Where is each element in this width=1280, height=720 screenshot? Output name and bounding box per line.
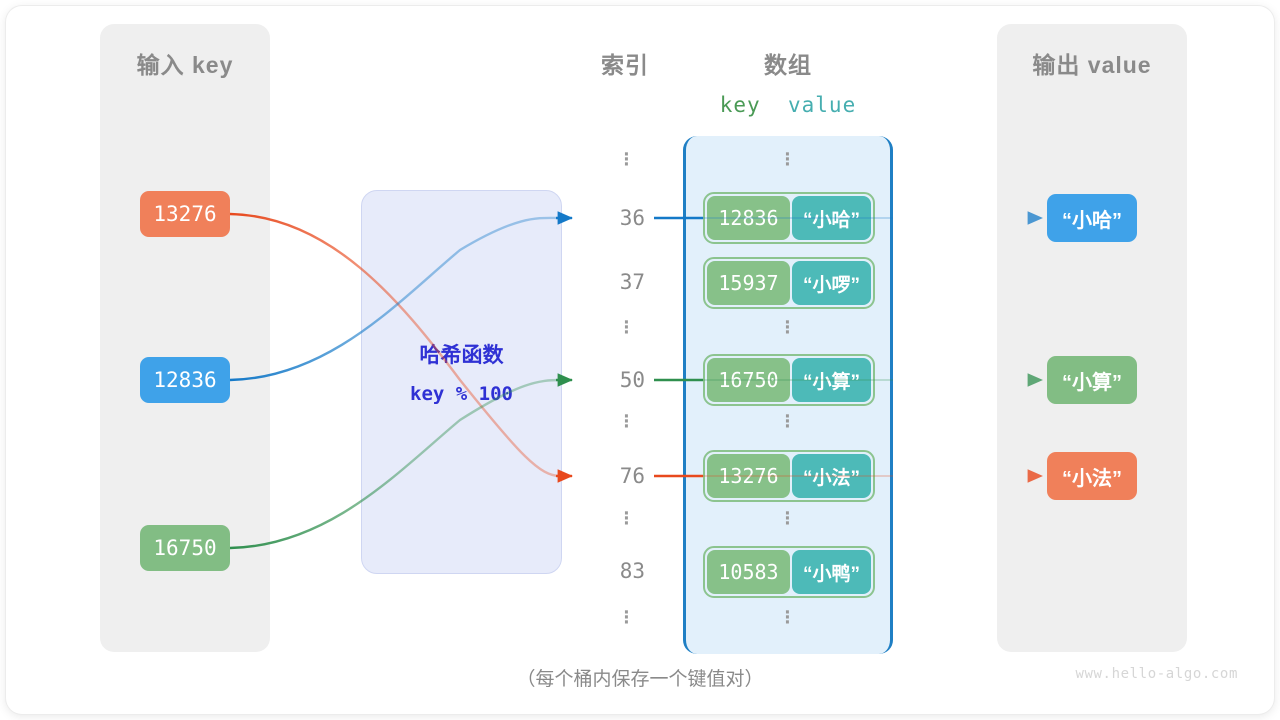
index-dots-1: · · · <box>623 311 631 344</box>
array-dots-0: · · · <box>784 143 792 176</box>
bucket-36[interactable]: 12836 “小哈” <box>703 192 875 244</box>
index-column-title: 索引 <box>601 52 649 78</box>
bucket-83-value: “小鸭” <box>791 550 871 594</box>
bucket-83-key: 10583 <box>707 550 790 594</box>
hash-function-name: 哈希函数 <box>419 344 504 367</box>
figure-caption: （每个桶内保存一个键值对） <box>516 669 764 690</box>
bucket-36-key: 12836 <box>707 196 790 240</box>
input-key-2[interactable]: 16750 <box>140 525 230 571</box>
bucket-50-key: 16750 <box>707 358 790 402</box>
array-header-value: value <box>788 93 857 117</box>
output-value-title: 输出 value <box>1032 52 1152 78</box>
input-key-title: 输入 key <box>136 52 234 78</box>
hash-function-box: 哈希函数 key % 100 <box>361 190 562 574</box>
array-dots-2: · · · <box>784 405 792 438</box>
index-50: 50 <box>619 368 645 392</box>
index-dots-3: · · · <box>623 502 631 535</box>
index-83: 83 <box>619 559 645 583</box>
index-dots-2: · · · <box>623 405 631 438</box>
array-dots-4: · · · <box>784 601 792 634</box>
bucket-76-key: 13276 <box>707 454 790 498</box>
bucket-76-value: “小法” <box>791 454 871 498</box>
bucket-50-value: “小算” <box>791 358 871 402</box>
bucket-50[interactable]: 16750 “小算” <box>703 354 875 406</box>
array-header-key: key <box>719 93 761 117</box>
output-value-2[interactable]: “小法” <box>1047 452 1137 500</box>
index-37: 37 <box>619 270 645 294</box>
bucket-37[interactable]: 15937 “小啰” <box>703 257 875 309</box>
bucket-37-key: 15937 <box>707 261 790 305</box>
index-dots-4: · · · <box>623 601 631 634</box>
output-value-0[interactable]: “小哈” <box>1047 194 1137 242</box>
output-value-panel <box>997 24 1187 652</box>
array-column-headers: key value <box>683 93 893 117</box>
array-dots-1: · · · <box>784 311 792 344</box>
array-title: 数组 <box>764 52 812 78</box>
index-76: 76 <box>619 464 645 488</box>
hash-function-expression: key % 100 <box>410 383 513 405</box>
watermark: www.hello-algo.com <box>1075 666 1238 682</box>
bucket-37-value: “小啰” <box>791 261 871 305</box>
input-key-0[interactable]: 13276 <box>140 191 230 237</box>
output-value-1[interactable]: “小算” <box>1047 356 1137 404</box>
bucket-36-value: “小哈” <box>791 196 871 240</box>
index-dots-0: · · · <box>623 143 631 176</box>
index-36: 36 <box>619 206 645 230</box>
bucket-76[interactable]: 13276 “小法” <box>703 450 875 502</box>
input-key-1[interactable]: 12836 <box>140 357 230 403</box>
array-dots-3: · · · <box>784 502 792 535</box>
bucket-83[interactable]: 10583 “小鸭” <box>703 546 875 598</box>
